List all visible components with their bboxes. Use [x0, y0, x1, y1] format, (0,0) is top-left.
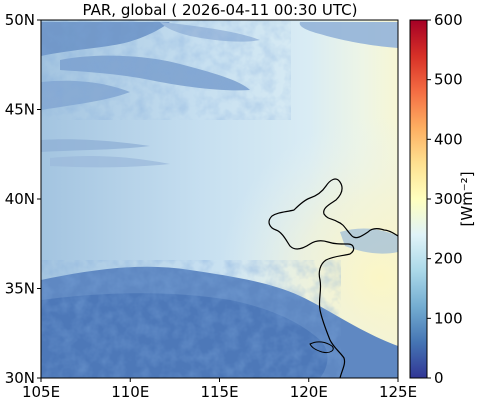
x-tick-label: 110E — [111, 383, 149, 401]
y-tick-label: 40N — [5, 190, 35, 208]
x-tick-label: 105E — [22, 383, 60, 401]
cloud-field-east — [340, 228, 398, 254]
x-tick-label: 125E — [379, 383, 417, 401]
colorbar-ticks: 0 100 200 300 400 500 600 — [427, 11, 463, 387]
x-axis-ticks: 105E 110E 115E 120E 125E — [22, 378, 417, 401]
y-tick-label: 45N — [5, 101, 35, 119]
x-tick-label: 115E — [200, 383, 238, 401]
colorbar-tick-label: 400 — [434, 130, 463, 148]
coastline — [268, 178, 398, 378]
colorbar-tick-label: 200 — [434, 250, 463, 268]
y-tick-label: 50N — [5, 11, 35, 29]
colorbar-label: [Wm⁻²] — [458, 171, 476, 226]
coastline-island — [309, 341, 334, 353]
y-tick-label: 30N — [5, 369, 35, 387]
colorbar-tick-label: 0 — [434, 369, 444, 387]
colorbar-fill — [410, 20, 427, 378]
cloud-field-south — [41, 260, 398, 378]
colorbar-tick-label: 600 — [434, 11, 463, 29]
y-tick-label: 35N — [5, 280, 35, 298]
cloud-streaks-mid — [41, 139, 170, 168]
colorbar-tick-label: 300 — [434, 190, 463, 208]
y-axis-ticks: 30N 35N 40N 45N 50N — [5, 11, 41, 387]
colorbar-tick-label: 100 — [434, 309, 463, 327]
map-title: PAR, global ( 2026-04-11 00:30 UTC) — [83, 1, 358, 19]
cloud-band-north-texture — [41, 20, 291, 120]
par-field — [41, 20, 398, 378]
colorbar-tick-label: 500 — [434, 71, 463, 89]
x-tick-label: 120E — [290, 383, 328, 401]
